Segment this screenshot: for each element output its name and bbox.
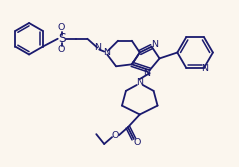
Text: N: N: [201, 64, 208, 73]
Text: N: N: [143, 69, 150, 78]
Text: O: O: [111, 131, 119, 140]
Text: N: N: [103, 48, 110, 57]
Text: N: N: [94, 43, 101, 52]
Text: O: O: [58, 45, 65, 54]
Text: S: S: [58, 32, 65, 45]
Text: O: O: [58, 23, 65, 32]
Text: N: N: [136, 77, 143, 87]
Text: N: N: [151, 40, 158, 49]
Text: O: O: [133, 137, 141, 146]
